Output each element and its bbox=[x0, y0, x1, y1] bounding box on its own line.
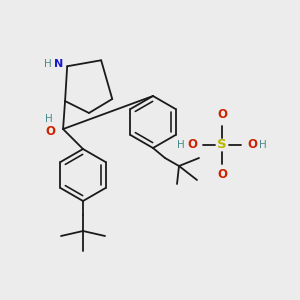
Text: O: O bbox=[187, 139, 197, 152]
Text: N: N bbox=[54, 59, 63, 69]
Text: O: O bbox=[217, 109, 227, 122]
Text: H: H bbox=[45, 114, 53, 124]
Text: O: O bbox=[45, 124, 55, 138]
Text: O: O bbox=[217, 169, 227, 182]
Text: H: H bbox=[44, 59, 52, 69]
Text: H: H bbox=[259, 140, 267, 150]
Text: H: H bbox=[177, 140, 185, 150]
Text: S: S bbox=[217, 139, 227, 152]
Text: O: O bbox=[247, 139, 257, 152]
